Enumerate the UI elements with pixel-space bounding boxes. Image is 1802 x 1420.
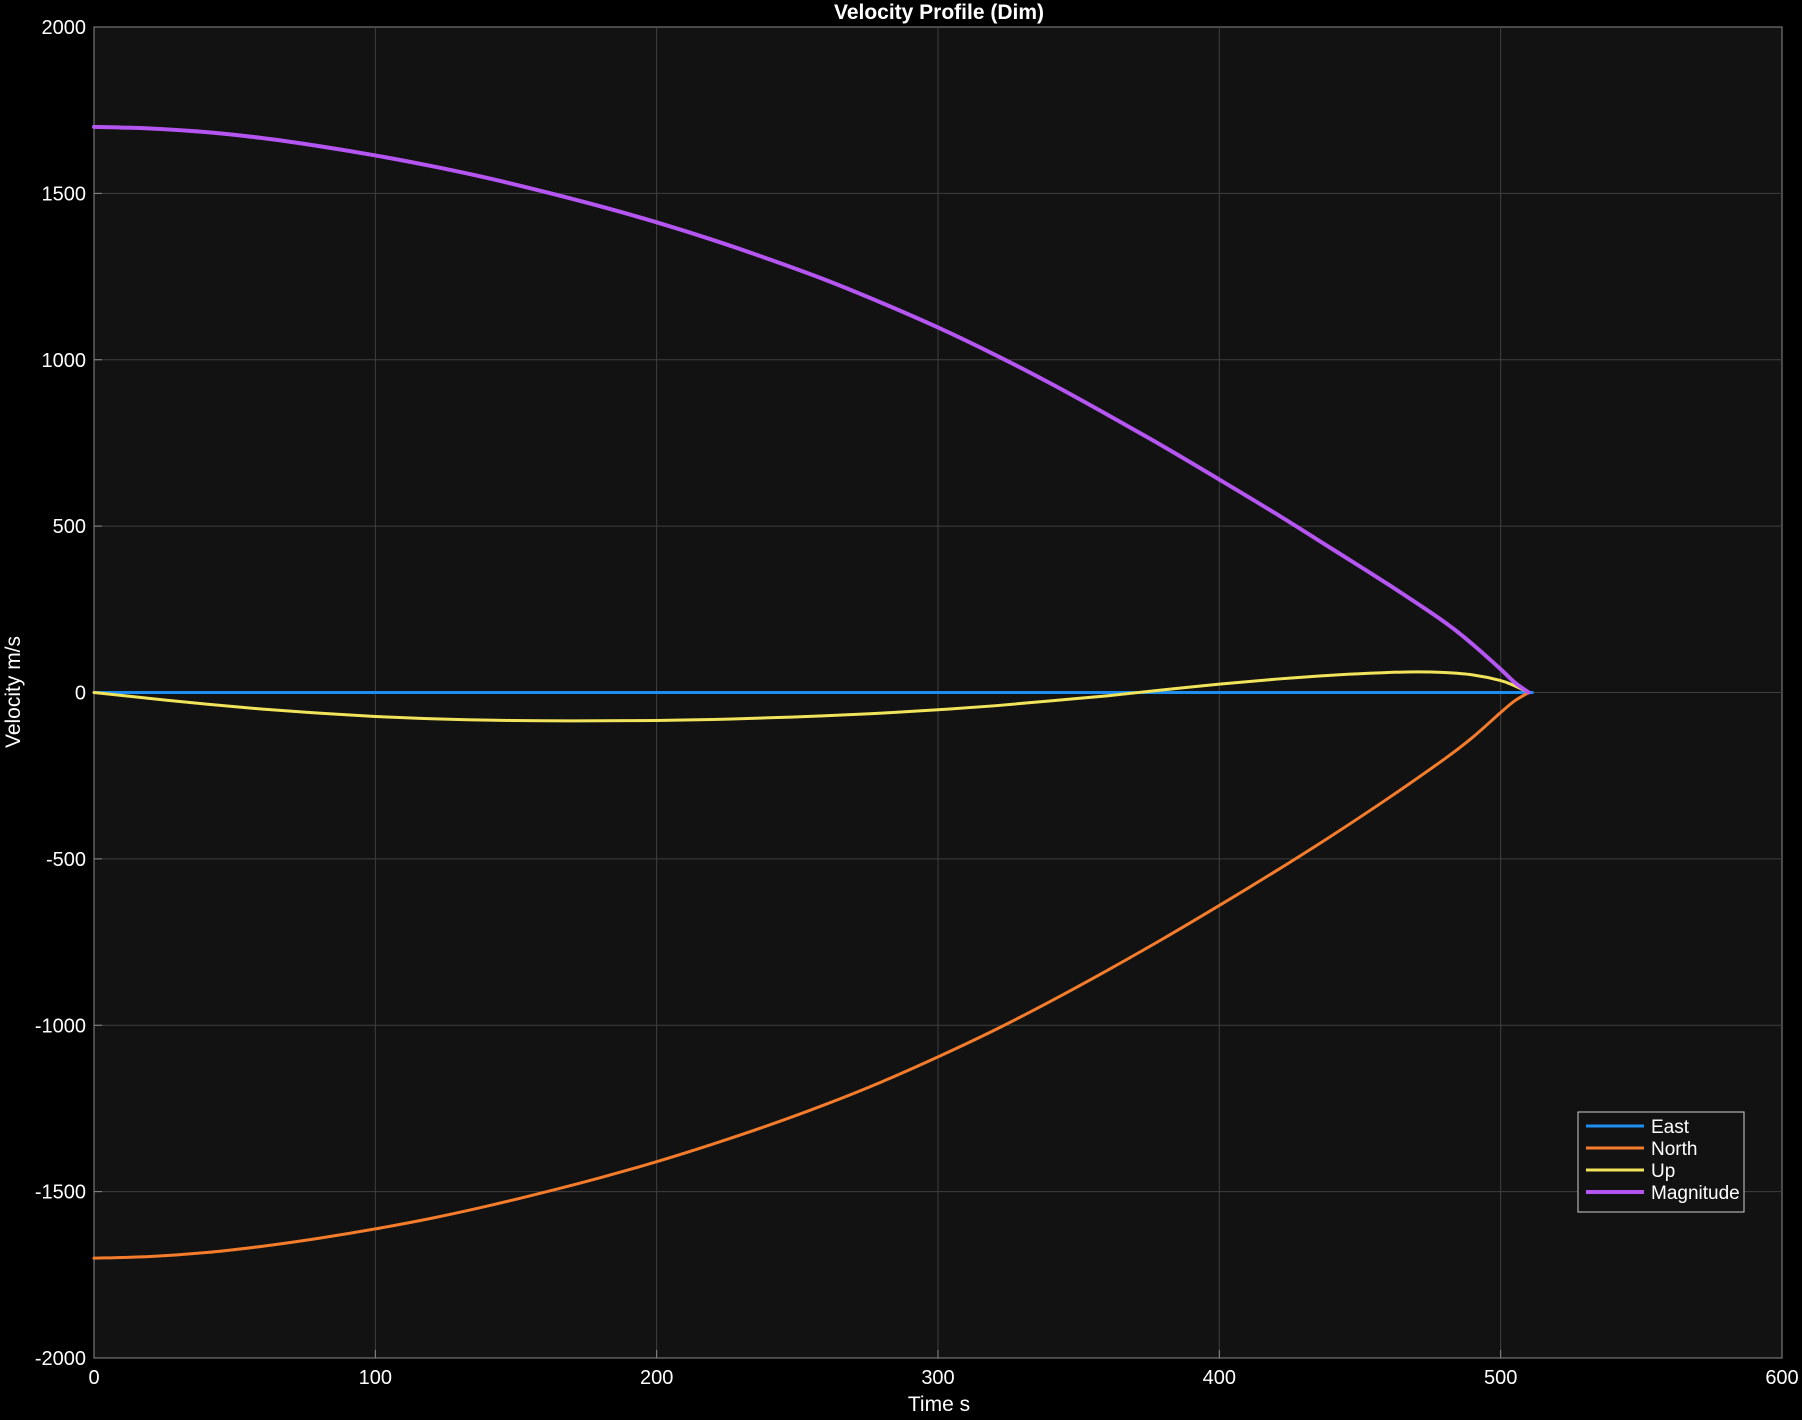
legend-box	[1577, 1111, 1745, 1213]
series-line-north	[92, 691, 1531, 1260]
y-tick-labels: -2000 -1500 -1000 -500 0 500 1000 1500 2000	[35, 17, 86, 1370]
y-tick-label: 0	[75, 683, 86, 705]
legend-label-east: East	[1651, 1117, 1690, 1138]
x-tick-labels: 0 100 200 300 400 500 600	[88, 1367, 1798, 1389]
series-line-up	[92, 670, 1531, 723]
x-tick-label: 500	[1484, 1367, 1517, 1389]
x-tick-label: 0	[88, 1367, 99, 1389]
y-axis-label: Velocity m/s	[2, 636, 25, 748]
x-tick-label: 100	[359, 1367, 392, 1389]
y-tick-label: 1000	[42, 350, 87, 372]
x-tick-label: 600	[1765, 1367, 1798, 1389]
x-tick-label: 300	[921, 1367, 954, 1389]
series-lines	[92, 124, 1534, 1260]
chart-title: Velocity Profile (Dim)	[834, 1, 1044, 24]
y-tick-label: -2000	[35, 1348, 86, 1370]
series-line-magnitude	[92, 124, 1531, 695]
y-tick-label: -1500	[35, 1182, 86, 1204]
x-tick-label: 200	[640, 1367, 673, 1389]
x-axis-label: Time s	[908, 1393, 970, 1415]
y-tick-label: 1500	[42, 183, 87, 205]
x-tick-label: 400	[1203, 1367, 1236, 1389]
legend-label-up: Up	[1651, 1161, 1675, 1182]
legend-label-north: North	[1651, 1139, 1697, 1160]
y-tick-label: -500	[46, 849, 86, 871]
y-tick-label: -1000	[35, 1015, 86, 1037]
legend-label-magnitude: Magnitude	[1651, 1183, 1740, 1204]
y-tick-label: 500	[53, 516, 86, 538]
y-tick-label: 2000	[42, 17, 87, 39]
